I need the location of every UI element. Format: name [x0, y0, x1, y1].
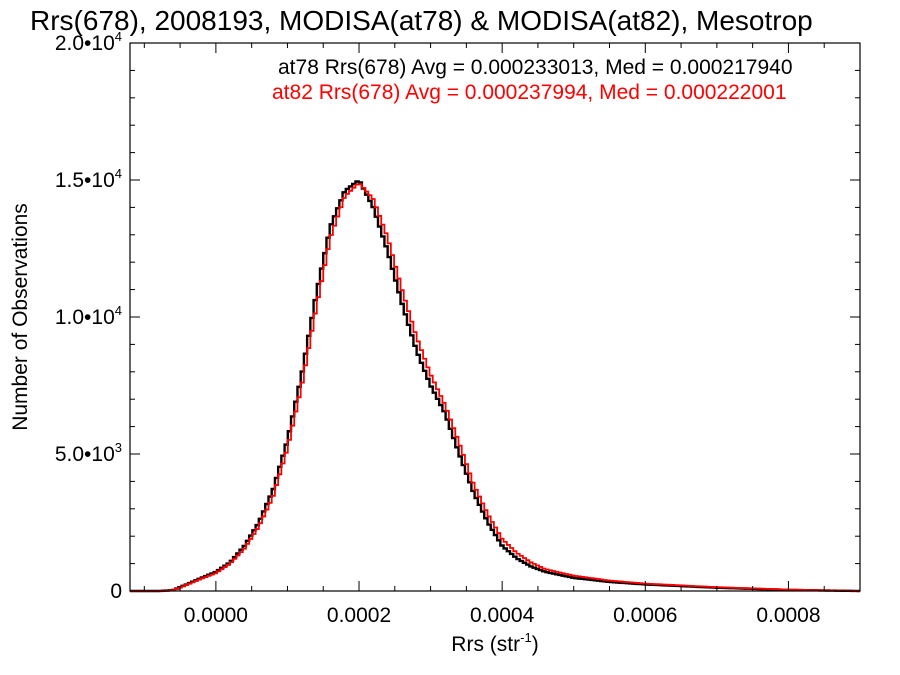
- x-tick-label: 0.0002: [327, 604, 391, 627]
- series-line-at82: [130, 183, 860, 592]
- series-line-at78: [130, 180, 860, 593]
- x-tick-label: 0.0008: [756, 604, 820, 627]
- y-axis: 0 5.0•103 1.0•104 1.5•104 2.0•104: [55, 29, 860, 603]
- y-tick-label: 1.0•104: [55, 303, 122, 329]
- chart-title: Rrs(678), 2008193, MODISA(at78) & MODISA…: [30, 5, 813, 36]
- y-tick-label: 5.0•103: [55, 440, 122, 466]
- legend-entry-at82: at82 Rrs(678) Avg = 0.000237994, Med = 0…: [272, 81, 787, 104]
- plot-frame: [129, 42, 861, 592]
- y-tick-label: 1.5•104: [55, 166, 122, 192]
- x-axis-label: Rrs (str-1): [451, 630, 538, 656]
- x-tick-label: 0.0006: [613, 604, 677, 627]
- x-axis-label-tail: ): [532, 633, 539, 656]
- series-layer: [130, 180, 860, 593]
- x-tick-label: 0.0000: [184, 604, 248, 627]
- y-tick-label: 0: [110, 580, 122, 603]
- x-axis: 0.0000 0.0002 0.0004 0.0006 0.0008: [143, 43, 861, 627]
- x-axis-label-main: Rrs (str: [451, 633, 520, 656]
- y-tick-label: 2.0•104: [55, 29, 122, 55]
- x-axis-label-exponent: -1: [520, 630, 532, 645]
- y-axis-label: Number of Observations: [9, 203, 32, 431]
- legend-entry-at78: at78 Rrs(678) Avg = 0.000233013, Med = 0…: [278, 56, 793, 79]
- x-tick-label: 0.0004: [470, 604, 535, 627]
